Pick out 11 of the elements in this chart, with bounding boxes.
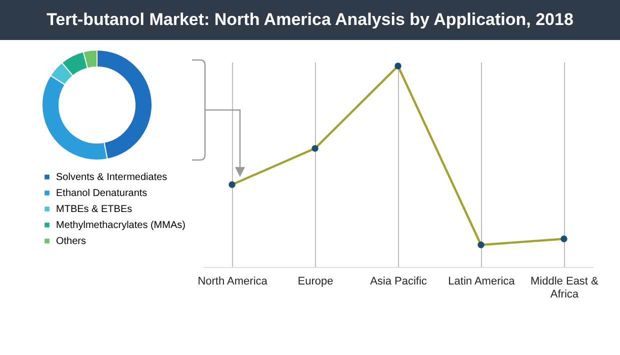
legend-label: MTBEs & ETBEs [56, 204, 132, 215]
x-tick-label: Europe [298, 276, 334, 288]
x-tick-label: Latin America [448, 276, 516, 288]
x-tick-label: Middle East & Africa [530, 276, 600, 300]
text: Tert-butanol Market: North America Analysis by Application, 2018 [0, 0, 620, 40]
legend-label: Others [56, 236, 86, 247]
legend-label: Solvents & Intermediates [56, 172, 168, 183]
x-tick-label: North America [198, 276, 268, 288]
legend-label: Ethanol Denaturants [56, 188, 148, 199]
legend-label: Methylmethacrylates (MMAs) [56, 220, 186, 231]
x-tick-label: Asia Pacific [370, 276, 428, 288]
